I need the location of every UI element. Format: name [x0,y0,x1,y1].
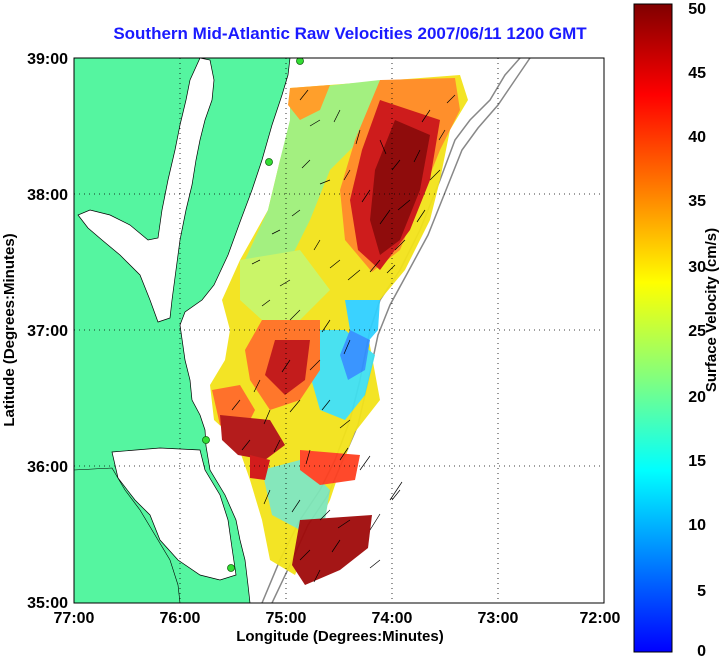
map-plot-area [73,57,605,604]
y-tick-label: 36:00 [27,459,68,476]
y-tick-label: 37:00 [27,323,68,340]
colorbar-ticks: 0 5 10 15 20 25 30 35 40 45 50 [688,1,706,659]
radar-site-marker [296,58,304,65]
chesapeake-bay [77,58,215,323]
pamlico-sound [111,447,237,581]
y-tick-label: 39:00 [27,51,68,68]
colorbar-tick-label: 40 [688,129,706,146]
velocity-field [210,75,468,585]
colorbar-tick-label: 30 [688,259,706,276]
x-tick-label: 77:00 [54,610,95,627]
mainland-lobe [74,467,181,603]
colorbar-tick-label: 50 [688,1,706,18]
radar-site-marker [202,436,210,444]
colorbar-tick-label: 35 [688,193,706,210]
radar-sites [202,58,304,572]
chart-title: Southern Mid-Atlantic Raw Velocities 200… [113,24,587,43]
radar-site-marker [227,564,235,572]
radar-site-marker [265,158,273,166]
plot-frame [73,57,605,604]
colorbar-tick-label: 45 [688,65,706,82]
y-axis-label: Latitude (Degrees:Minutes) [1,233,18,426]
colorbar-tick-label: 10 [688,517,706,534]
colorbar-tick-label: 25 [688,323,706,340]
colorbar-label: Surface Velocity (cm/s) [703,228,720,392]
x-tick-label: 75:00 [266,610,307,627]
colorbar-tick-label: 0 [697,643,706,659]
colorbar: 0 5 10 15 20 25 30 35 40 45 50 Surface V… [633,1,720,659]
colorbar-tick-label: 5 [697,583,706,600]
arrow-field [231,89,456,583]
colorbar-tick-label: 20 [688,389,706,406]
y-tick-label: 35:00 [27,595,68,612]
map-grid [74,58,604,603]
x-axis-label: Longitude (Degrees:Minutes) [236,628,444,645]
x-tick-label: 76:00 [160,610,201,627]
colorbar-tick-label: 15 [688,453,706,470]
y-axis: 39:00 38:00 37:00 36:00 35:00 Latitude (… [1,51,68,612]
x-tick-label: 72:00 [580,610,621,627]
x-tick-label: 74:00 [372,610,413,627]
x-tick-label: 73:00 [478,610,519,627]
y-tick-label: 38:00 [27,187,68,204]
x-axis: 77:00 76:00 75:00 74:00 73:00 72:00 Long… [54,610,621,645]
colorbar-gradient [633,3,673,653]
